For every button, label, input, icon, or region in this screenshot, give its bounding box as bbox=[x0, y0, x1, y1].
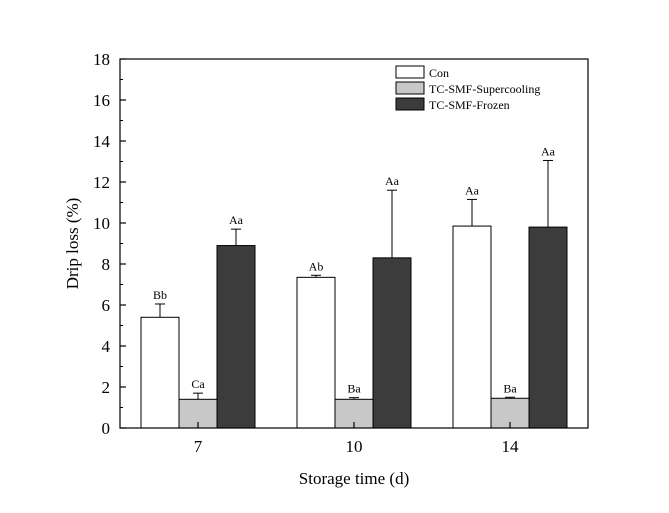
legend-swatch bbox=[395, 65, 425, 79]
significance-label: Bb bbox=[153, 288, 167, 302]
y-tick-label: 14 bbox=[93, 132, 111, 151]
y-tick-label: 8 bbox=[102, 255, 111, 274]
y-tick-label: 4 bbox=[102, 337, 111, 356]
y-tick-label: 16 bbox=[93, 91, 110, 110]
bar bbox=[140, 316, 180, 429]
axes-group: 0 2 4 6 8 10 12 14 16 18 7 10 14 bbox=[93, 50, 589, 456]
significance-label: Aa bbox=[385, 174, 400, 188]
significance-label: Ab bbox=[309, 259, 324, 273]
y-axis-title: Drip loss (%) bbox=[63, 198, 82, 290]
y-tick-label: 18 bbox=[93, 50, 110, 69]
significance-label: Aa bbox=[465, 183, 480, 197]
y-tick-label: 6 bbox=[102, 296, 111, 315]
y-tick-label: 2 bbox=[102, 378, 111, 397]
x-tick-label: 7 bbox=[194, 437, 203, 456]
x-tick-label: 10 bbox=[346, 437, 363, 456]
bar bbox=[216, 245, 256, 429]
significance-label: Ca bbox=[191, 377, 205, 391]
legend: Con TC-SMF-Supercooling TC-SMF-Frozen bbox=[395, 65, 540, 112]
x-tick-label: 14 bbox=[502, 437, 520, 456]
significance-label: Aa bbox=[541, 144, 556, 158]
legend-swatch bbox=[395, 81, 425, 95]
bars-group: Bb Ca Aa Ab Ba Aa Aa Ba Aa bbox=[140, 144, 568, 429]
bar bbox=[528, 226, 568, 429]
y-tick-label: 0 bbox=[102, 419, 111, 438]
significance-label: Ba bbox=[347, 382, 361, 396]
significance-label: Ba bbox=[503, 381, 517, 395]
y-tick-label: 12 bbox=[93, 173, 110, 192]
legend-swatch bbox=[395, 97, 425, 111]
bar bbox=[452, 225, 492, 429]
significance-label: Aa bbox=[229, 213, 244, 227]
legend-label: TC-SMF-Frozen bbox=[429, 98, 510, 112]
bar bbox=[296, 276, 336, 429]
legend-label: TC-SMF-Supercooling bbox=[429, 82, 540, 96]
legend-label: Con bbox=[429, 66, 449, 80]
x-axis-title: Storage time (d) bbox=[299, 469, 409, 488]
y-tick-label: 10 bbox=[93, 214, 110, 233]
bar bbox=[372, 257, 412, 429]
plot-frame bbox=[119, 58, 589, 429]
